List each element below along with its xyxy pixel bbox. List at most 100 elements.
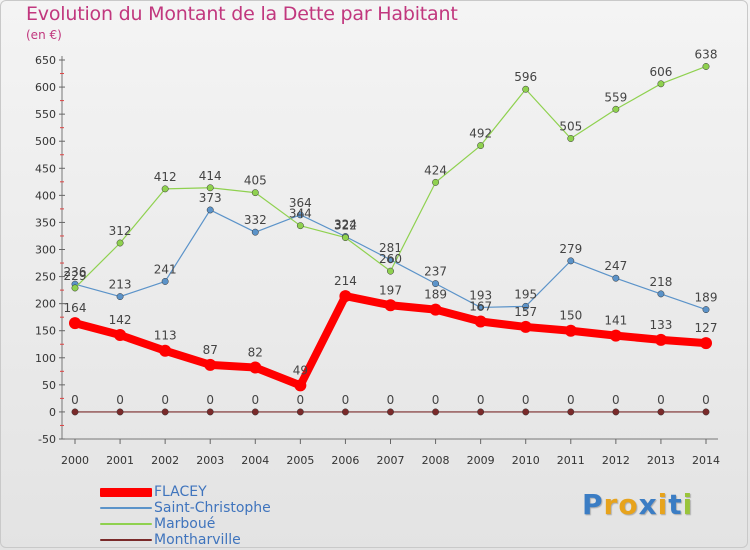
data-point [161,185,169,193]
data-point [702,306,710,314]
data-label: 195 [514,287,537,301]
y-tick-label: 650 [35,54,56,67]
data-point [700,337,712,350]
data-point [161,277,169,285]
data-point [384,299,397,312]
x-tick-label: 2003 [196,454,224,467]
data-label: 218 [649,275,672,289]
data-point [69,317,81,330]
data-point [159,344,172,357]
data-point [206,408,214,416]
data-label: 606 [649,65,672,79]
data-point [341,408,349,416]
x-tick-label: 2006 [331,454,359,467]
data-point [116,239,124,247]
y-tick-label: 350 [35,216,56,229]
data-point [657,80,665,88]
data-point [341,234,349,242]
y-tick-label: 450 [35,162,56,175]
data-point [657,290,665,298]
x-tick-label: 2013 [647,454,675,467]
data-label: 0 [251,393,259,407]
data-label: 150 [559,309,582,323]
y-tick-label: 50 [42,379,56,392]
data-label: 197 [379,283,402,297]
data-label: 189 [424,288,447,302]
data-point [206,206,214,214]
y-tick-label: -50 [38,433,56,446]
data-label: 0 [702,393,710,407]
chart-subtitle: (en €) [26,28,62,42]
data-label: 373 [199,191,222,205]
data-point [564,324,577,337]
data-point [609,329,622,342]
data-label: 0 [297,393,305,407]
data-label: 236 [64,265,87,279]
data-point [612,408,620,416]
data-point [206,184,214,192]
data-label: 596 [514,70,537,84]
data-label: 0 [522,393,530,407]
data-label: 0 [342,393,350,407]
data-label: 0 [567,393,575,407]
data-label: 49 [293,363,308,377]
data-label: 260 [379,252,402,266]
data-point [432,280,440,288]
x-tick-label: 2005 [286,454,314,467]
data-label: 324 [334,218,357,232]
data-point [339,290,352,303]
data-point [519,320,532,333]
legend-label: FLACEY [154,484,207,500]
data-point [251,189,259,197]
data-label: 0 [657,393,665,407]
data-point [477,303,485,311]
data-label: 193 [469,288,492,302]
legend-swatch [100,507,152,509]
data-label: 344 [289,207,312,221]
data-label: 0 [612,393,620,407]
y-tick-label: 0 [49,406,56,419]
x-tick-label: 2009 [467,454,495,467]
y-tick-label: 400 [35,189,56,202]
data-label: 157 [514,305,537,319]
data-label: 142 [109,313,132,327]
y-tick-label: 550 [35,108,56,121]
data-label: 0 [116,393,124,407]
data-label: 559 [604,90,627,104]
data-label: 322 [334,219,357,233]
data-point [567,408,575,416]
x-tick-label: 2010 [512,454,540,467]
data-label: 281 [379,241,402,255]
data-point [204,358,217,371]
data-label: 87 [203,343,218,357]
data-point [702,408,710,416]
data-label: 332 [244,213,267,227]
y-tick-label: 300 [35,244,56,257]
x-tick-label: 2000 [61,454,89,467]
y-tick-label: 250 [35,271,56,284]
legend-swatch [100,539,152,541]
data-point [612,274,620,282]
data-point [522,408,530,416]
data-point [294,379,307,392]
x-tick-label: 2012 [602,454,630,467]
data-point [567,135,575,142]
y-tick-label: 200 [35,298,56,311]
data-point [522,302,530,310]
legend-swatch [100,523,152,525]
data-point [116,293,124,301]
y-tick-label: 600 [35,81,56,94]
data-label: 189 [695,291,718,305]
data-label: 133 [649,318,672,332]
data-point [654,333,667,346]
data-point [251,228,259,236]
data-label: 414 [199,169,222,183]
data-point [474,315,487,328]
x-tick-label: 2014 [692,454,720,467]
data-label: 0 [206,393,214,407]
data-label: 312 [109,224,132,238]
x-tick-label: 2008 [422,454,450,467]
data-point [432,408,440,416]
